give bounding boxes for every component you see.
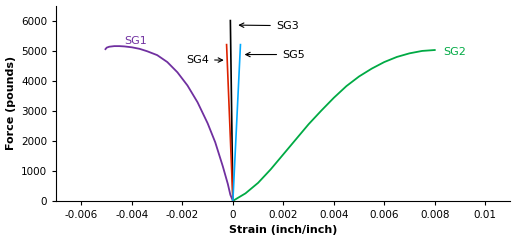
Text: SG3: SG3 — [239, 21, 299, 31]
Y-axis label: Force (pounds): Force (pounds) — [6, 56, 15, 150]
X-axis label: Strain (inch/inch): Strain (inch/inch) — [229, 225, 337, 235]
Text: SG2: SG2 — [444, 47, 466, 57]
Text: SG4: SG4 — [186, 55, 222, 65]
Text: SG1: SG1 — [124, 36, 147, 46]
Text: SG5: SG5 — [246, 50, 305, 60]
